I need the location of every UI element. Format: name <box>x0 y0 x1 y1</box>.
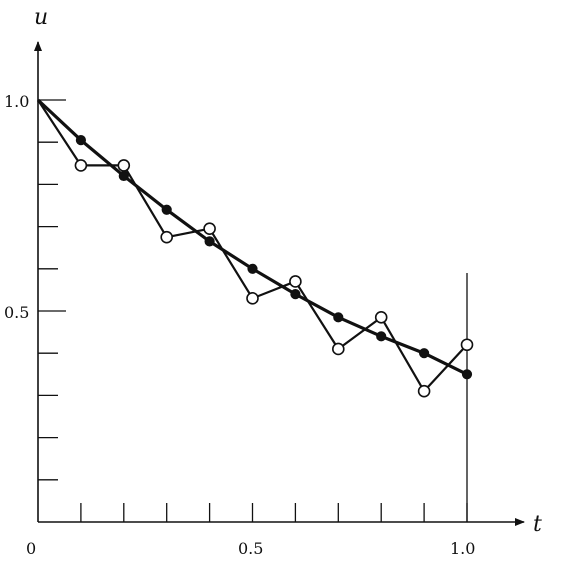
open-circle-point <box>417 384 431 398</box>
filled-circle-point <box>333 312 344 323</box>
open-circle-series-line <box>37 99 468 393</box>
open-circle-point <box>460 338 474 352</box>
open-circle-point <box>331 342 345 356</box>
y-ticks <box>38 99 66 481</box>
y-tick-label-1.0: 1.0 <box>4 92 29 111</box>
x-tick-label-1.0: 1.0 <box>450 539 475 558</box>
open-circle-point <box>160 230 173 244</box>
filled-circle-point <box>161 204 172 215</box>
open-circle-point <box>289 275 302 288</box>
y-axis-label: u <box>34 5 48 30</box>
series-layer <box>36 98 474 398</box>
filled-circle-point <box>75 134 87 146</box>
x-tick-label-0.5: 0.5 <box>238 539 263 558</box>
filled-circle-point <box>118 170 129 182</box>
x-ticks <box>80 503 468 522</box>
filled-circle-point <box>247 263 258 274</box>
open-circle-point <box>117 159 131 172</box>
open-circle-point <box>374 311 388 324</box>
origin-label: 0 <box>26 539 36 558</box>
open-circle-point <box>203 222 216 236</box>
open-circle-point <box>246 292 259 305</box>
filled-circle-series-line <box>36 98 468 376</box>
y-tick-label-0.5: 0.5 <box>4 303 29 322</box>
filled-circle-point <box>290 289 301 300</box>
filled-circle-point <box>376 331 387 342</box>
open-circle-point <box>74 159 88 172</box>
filled-circle-point <box>204 236 215 247</box>
filled-circle-point <box>419 348 430 359</box>
x-axis-label: t <box>533 512 542 537</box>
filled-circle-point <box>461 369 473 380</box>
